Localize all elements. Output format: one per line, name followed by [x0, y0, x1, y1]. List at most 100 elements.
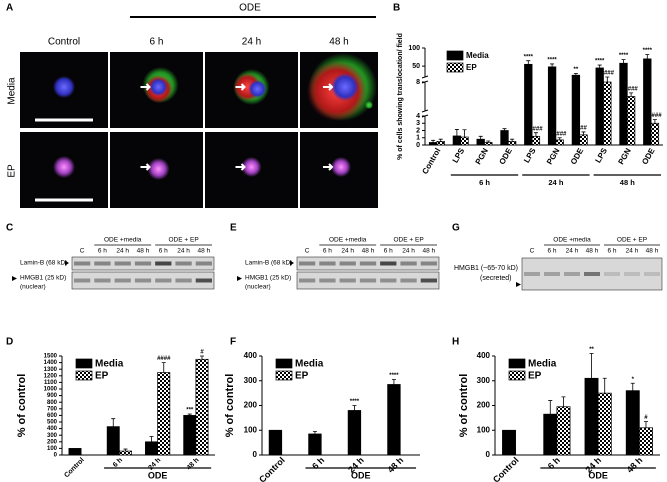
- legend-label: Media: [528, 359, 557, 370]
- bar: [643, 58, 652, 146]
- bar: [347, 410, 362, 456]
- band: [319, 278, 336, 283]
- bar: [68, 448, 82, 456]
- band: [175, 278, 192, 283]
- y-tick-label: 100: [244, 425, 258, 434]
- bar: [268, 429, 283, 456]
- y-tick-label: 200: [244, 401, 258, 410]
- x-tick-label: Control: [63, 457, 86, 480]
- significance: ####: [601, 71, 615, 77]
- y-tick-label: 600: [47, 413, 58, 419]
- lane-label: 6 h: [607, 248, 616, 255]
- blot-row-label: (nuclear): [245, 284, 271, 291]
- bar: [436, 141, 445, 146]
- blot-arrow: [516, 282, 521, 287]
- bar: [626, 96, 636, 146]
- x-tick-label: 48 h: [625, 455, 645, 475]
- band: [114, 278, 131, 283]
- band: [400, 278, 417, 283]
- band: [524, 272, 540, 276]
- bar: [428, 142, 438, 146]
- bar: [595, 67, 604, 146]
- bar: [460, 136, 469, 146]
- band: [604, 272, 620, 276]
- y-axis-label: % of control: [458, 374, 470, 438]
- row-label: EP: [7, 164, 18, 178]
- blot-strip: [71, 271, 215, 290]
- legend-swatch: [508, 370, 526, 381]
- y-tick-label: 0: [416, 142, 420, 149]
- error-bar: [391, 379, 396, 385]
- blot-row-label: Lamin-B (68 kD): [20, 260, 67, 267]
- error-bar: [486, 140, 491, 143]
- blot-row-label: HMGB1 (~65-70 kD): [454, 265, 518, 272]
- error-bar: [478, 135, 483, 140]
- lane-label: 6 h: [384, 248, 393, 255]
- cell-stain: [53, 76, 75, 98]
- bar: [619, 62, 628, 146]
- panel-label: D: [6, 337, 13, 348]
- error-bar: [602, 377, 607, 394]
- error-bar: [652, 119, 657, 124]
- x-tick-label: PGN: [616, 146, 633, 166]
- lane-label: 6 h: [98, 248, 107, 255]
- error-bar: [645, 54, 650, 59]
- band: [94, 278, 111, 283]
- y-tick-label: 100: [408, 45, 420, 52]
- arrow: [323, 163, 334, 171]
- legend-swatch: [508, 358, 526, 369]
- x-tick-label: 6 h: [310, 455, 326, 471]
- error-bar: [161, 362, 166, 373]
- y-tick-label: 300: [244, 376, 258, 385]
- band: [339, 261, 356, 266]
- group-label: ODE + EP: [617, 237, 647, 244]
- band: [319, 261, 336, 266]
- x-tick-label: ODE: [497, 146, 514, 166]
- legend-label: EP: [466, 63, 477, 72]
- bar: [555, 139, 564, 146]
- panel-label: B: [393, 3, 400, 14]
- y-tick-label: 1400: [44, 360, 58, 366]
- legend-swatch: [75, 358, 93, 369]
- bar: [584, 377, 599, 456]
- band: [114, 261, 131, 266]
- y-tick-label: 300: [47, 433, 58, 439]
- blot-row-label: Lamin-B (68 kD): [245, 260, 292, 267]
- lane-label: 6 h: [323, 248, 332, 255]
- group-label: 24 h: [548, 178, 563, 187]
- lane-label: 24 h: [566, 248, 579, 255]
- error-bar: [462, 129, 467, 138]
- band: [420, 278, 437, 283]
- legend-swatch: [275, 358, 293, 369]
- band: [584, 272, 600, 276]
- error-bar: [597, 64, 602, 68]
- y-tick-label: 1200: [44, 373, 58, 379]
- band: [94, 261, 111, 266]
- group-label: 6 h: [479, 178, 490, 187]
- band: [155, 261, 172, 266]
- cell-stain: [248, 80, 267, 98]
- panel-label: E: [230, 223, 237, 234]
- error-bar: [438, 138, 443, 142]
- legend-swatch: [446, 50, 464, 61]
- bar: [452, 135, 462, 146]
- band: [299, 261, 316, 266]
- error-bar: [629, 92, 634, 97]
- band: [544, 272, 560, 276]
- band: [359, 278, 377, 283]
- x-tick-label: ODE: [640, 146, 657, 166]
- y-tick-label: 100: [47, 446, 58, 452]
- error-bar: [533, 132, 538, 137]
- x-tick-label: ODE: [569, 146, 586, 166]
- column-label: 6 h: [150, 37, 164, 48]
- error-bar: [502, 128, 507, 131]
- lane-label: 48 h: [137, 248, 150, 255]
- significance: ****: [619, 53, 629, 59]
- error-bar: [352, 405, 357, 411]
- error-bar: [589, 353, 594, 379]
- significance: #: [644, 415, 648, 421]
- band: [74, 261, 91, 266]
- y-tick-label: 2: [416, 127, 420, 134]
- blot-row-label: (secreted): [480, 275, 512, 282]
